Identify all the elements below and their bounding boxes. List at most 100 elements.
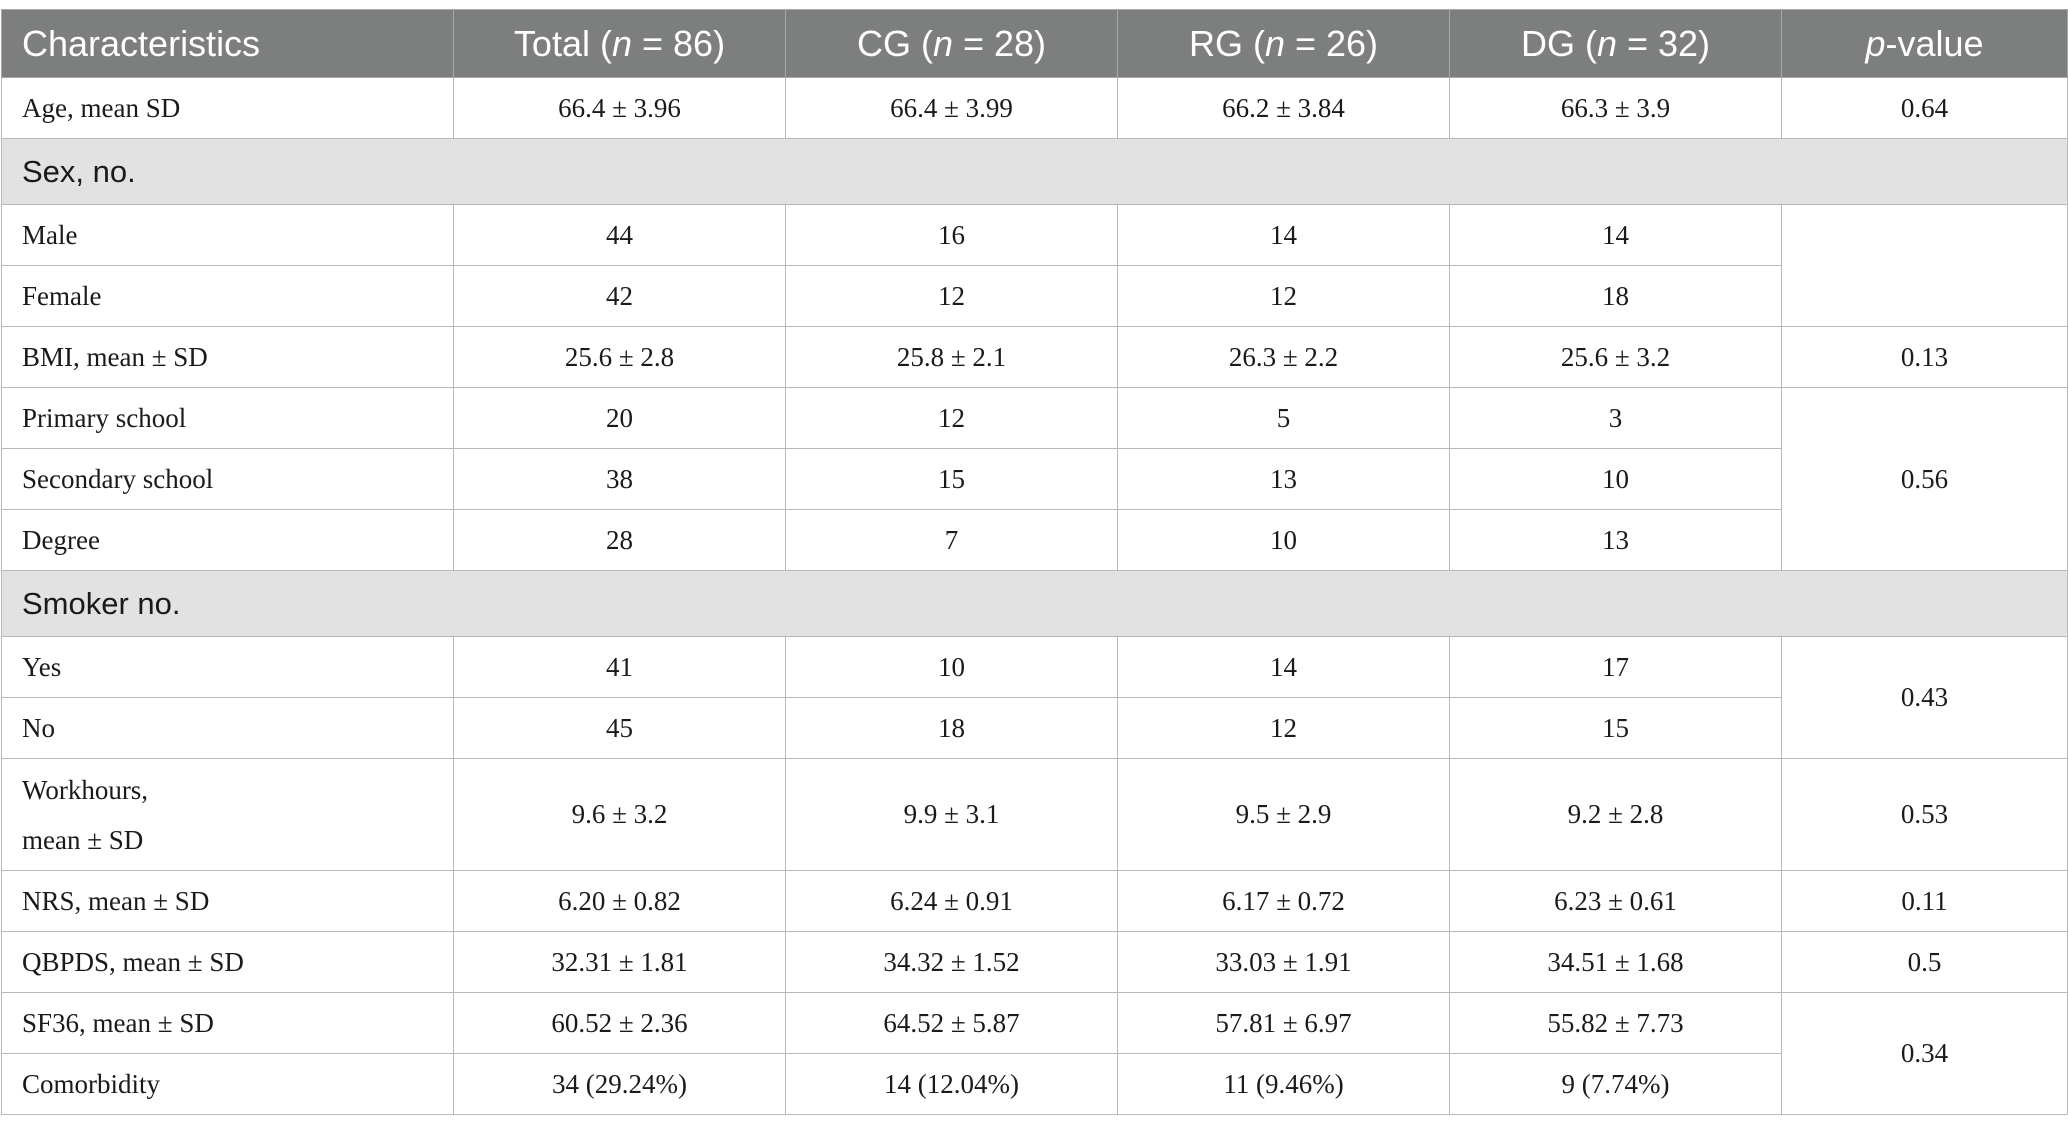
table-row-comorbidity: Comorbidity 34 (29.24%) 14 (12.04%) 11 (… [1, 1053, 2068, 1115]
table-row-sf36: SF36, mean ± SD 60.52 ± 2.36 64.52 ± 5.8… [1, 992, 2068, 1115]
cell-workhours-p: 0.53 [1781, 758, 2068, 871]
header-rg-pre: RG ( [1188, 22, 1265, 64]
table-row-no: No 45 18 12 15 [1, 697, 2068, 759]
cell-secondary-dg: 10 [1449, 448, 1782, 510]
cell-primary-total: 20 [453, 387, 786, 449]
header-cg-post: = 28) [952, 22, 1047, 64]
row-label-qbpds: QBPDS, mean ± SD [1, 931, 454, 993]
row-label-nrs: NRS, mean ± SD [1, 870, 454, 932]
table-row-workhours: Workhours, mean ± SD 9.6 ± 3.2 9.9 ± 3.1… [1, 758, 2068, 871]
table-row-secondary-school: Secondary school 38 15 13 10 [1, 448, 2068, 510]
cell-no-cg: 18 [785, 697, 1118, 759]
header-total: Total (n = 86) [453, 9, 786, 78]
header-cg: CG (n = 28) [785, 9, 1118, 78]
characteristics-table: Characteristics Total (n = 86) CG (n = 2… [1, 9, 2068, 1115]
section-label-sex: Sex, no. [1, 138, 2068, 205]
cell-comorbidity-total: 34 (29.24%) [453, 1053, 786, 1115]
cell-yes-rg: 14 [1117, 636, 1450, 698]
cell-sex-p [1781, 204, 2068, 327]
cell-female-dg: 18 [1449, 265, 1782, 327]
table-row-degree: Degree 28 7 10 13 [1, 509, 2068, 571]
cell-sf36-total: 60.52 ± 2.36 [453, 992, 786, 1054]
row-label-age: Age, mean SD [1, 77, 454, 139]
cell-nrs-p: 0.11 [1781, 870, 2068, 932]
cell-no-rg: 12 [1117, 697, 1450, 759]
section-row-smoker: Smoker no. [1, 570, 2068, 637]
table-row-yes: Yes 41 10 14 17 0.43 [1, 636, 2068, 759]
row-label-workhours: Workhours, mean ± SD [1, 758, 454, 871]
row-label-workhours-line2: mean ± SD [22, 824, 144, 855]
cell-sf36-comorbidity-p: 0.34 [1781, 992, 2068, 1115]
header-rg: RG (n = 26) [1117, 9, 1450, 78]
cell-secondary-rg: 13 [1117, 448, 1450, 510]
row-label-yes: Yes [1, 636, 454, 698]
cell-qbpds-cg: 34.32 ± 1.52 [785, 931, 1118, 993]
cell-workhours-total: 9.6 ± 3.2 [453, 758, 786, 871]
row-label-sf36: SF36, mean ± SD [1, 992, 454, 1054]
section-row-sex: Sex, no. [1, 138, 2068, 205]
row-label-bmi: BMI, mean ± SD [1, 326, 454, 388]
cell-bmi-rg: 26.3 ± 2.2 [1117, 326, 1450, 388]
header-total-post: = 86) [632, 22, 726, 64]
cell-education-p: 0.56 [1781, 387, 2068, 571]
cell-yes-total: 41 [453, 636, 786, 698]
cell-degree-rg: 10 [1117, 509, 1450, 571]
cell-age-cg: 66.4 ± 3.99 [785, 77, 1118, 139]
header-pvalue: p-value [1781, 9, 2068, 78]
cell-yes-dg: 17 [1449, 636, 1782, 698]
cell-secondary-total: 38 [453, 448, 786, 510]
cell-male-total: 44 [453, 204, 786, 266]
cell-male-dg: 14 [1449, 204, 1782, 266]
table-header-row: Characteristics Total (n = 86) CG (n = 2… [1, 9, 2068, 78]
row-label-primary-school: Primary school [1, 387, 454, 449]
table-row-age: Age, mean SD 66.4 ± 3.96 66.4 ± 3.99 66.… [1, 77, 2068, 139]
cell-age-total: 66.4 ± 3.96 [453, 77, 786, 139]
cell-workhours-rg: 9.5 ± 2.9 [1117, 758, 1450, 871]
cell-comorbidity-cg: 14 (12.04%) [785, 1053, 1118, 1115]
row-label-no: No [1, 697, 454, 759]
cell-sf36-rg: 57.81 ± 6.97 [1117, 992, 1450, 1054]
cell-degree-dg: 13 [1449, 509, 1782, 571]
header-cg-pre: CG ( [856, 22, 933, 64]
cell-sf36-cg: 64.52 ± 5.87 [785, 992, 1118, 1054]
row-label-degree: Degree [1, 509, 454, 571]
header-dg-n: n [1596, 22, 1617, 64]
cell-degree-cg: 7 [785, 509, 1118, 571]
cell-secondary-cg: 15 [785, 448, 1118, 510]
cell-bmi-p: 0.13 [1781, 326, 2068, 388]
row-label-female: Female [1, 265, 454, 327]
cell-female-rg: 12 [1117, 265, 1450, 327]
cell-qbpds-total: 32.31 ± 1.81 [453, 931, 786, 993]
cell-degree-total: 28 [453, 509, 786, 571]
cell-qbpds-rg: 33.03 ± 1.91 [1117, 931, 1450, 993]
section-label-smoker: Smoker no. [1, 570, 2068, 637]
row-label-comorbidity: Comorbidity [1, 1053, 454, 1115]
header-pvalue-rest: -value [1885, 22, 1984, 64]
cell-female-total: 42 [453, 265, 786, 327]
table-row-nrs: NRS, mean ± SD 6.20 ± 0.82 6.24 ± 0.91 6… [1, 870, 2068, 932]
row-label-workhours-line1: Workhours, [22, 774, 149, 805]
cell-age-rg: 66.2 ± 3.84 [1117, 77, 1450, 139]
header-dg-post: = 32) [1616, 22, 1711, 64]
cell-workhours-dg: 9.2 ± 2.8 [1449, 758, 1782, 871]
cell-bmi-dg: 25.6 ± 3.2 [1449, 326, 1782, 388]
cell-primary-rg: 5 [1117, 387, 1450, 449]
table-row-primary-school: Primary school 20 12 5 3 0.56 [1, 387, 2068, 571]
header-dg: DG (n = 32) [1449, 9, 1782, 78]
header-total-pre: Total ( [513, 22, 612, 64]
cell-primary-cg: 12 [785, 387, 1118, 449]
cell-age-p: 0.64 [1781, 77, 2068, 139]
header-total-n: n [611, 22, 632, 64]
cell-sf36-dg: 55.82 ± 7.73 [1449, 992, 1782, 1054]
cell-male-rg: 14 [1117, 204, 1450, 266]
row-label-male: Male [1, 204, 454, 266]
cell-nrs-cg: 6.24 ± 0.91 [785, 870, 1118, 932]
table-row-bmi: BMI, mean ± SD 25.6 ± 2.8 25.8 ± 2.1 26.… [1, 326, 2068, 388]
cell-age-dg: 66.3 ± 3.9 [1449, 77, 1782, 139]
header-characteristics: Characteristics [1, 9, 454, 78]
cell-no-dg: 15 [1449, 697, 1782, 759]
cell-nrs-dg: 6.23 ± 0.61 [1449, 870, 1782, 932]
cell-nrs-total: 6.20 ± 0.82 [453, 870, 786, 932]
header-cg-n: n [932, 22, 953, 64]
cell-workhours-cg: 9.9 ± 3.1 [785, 758, 1118, 871]
